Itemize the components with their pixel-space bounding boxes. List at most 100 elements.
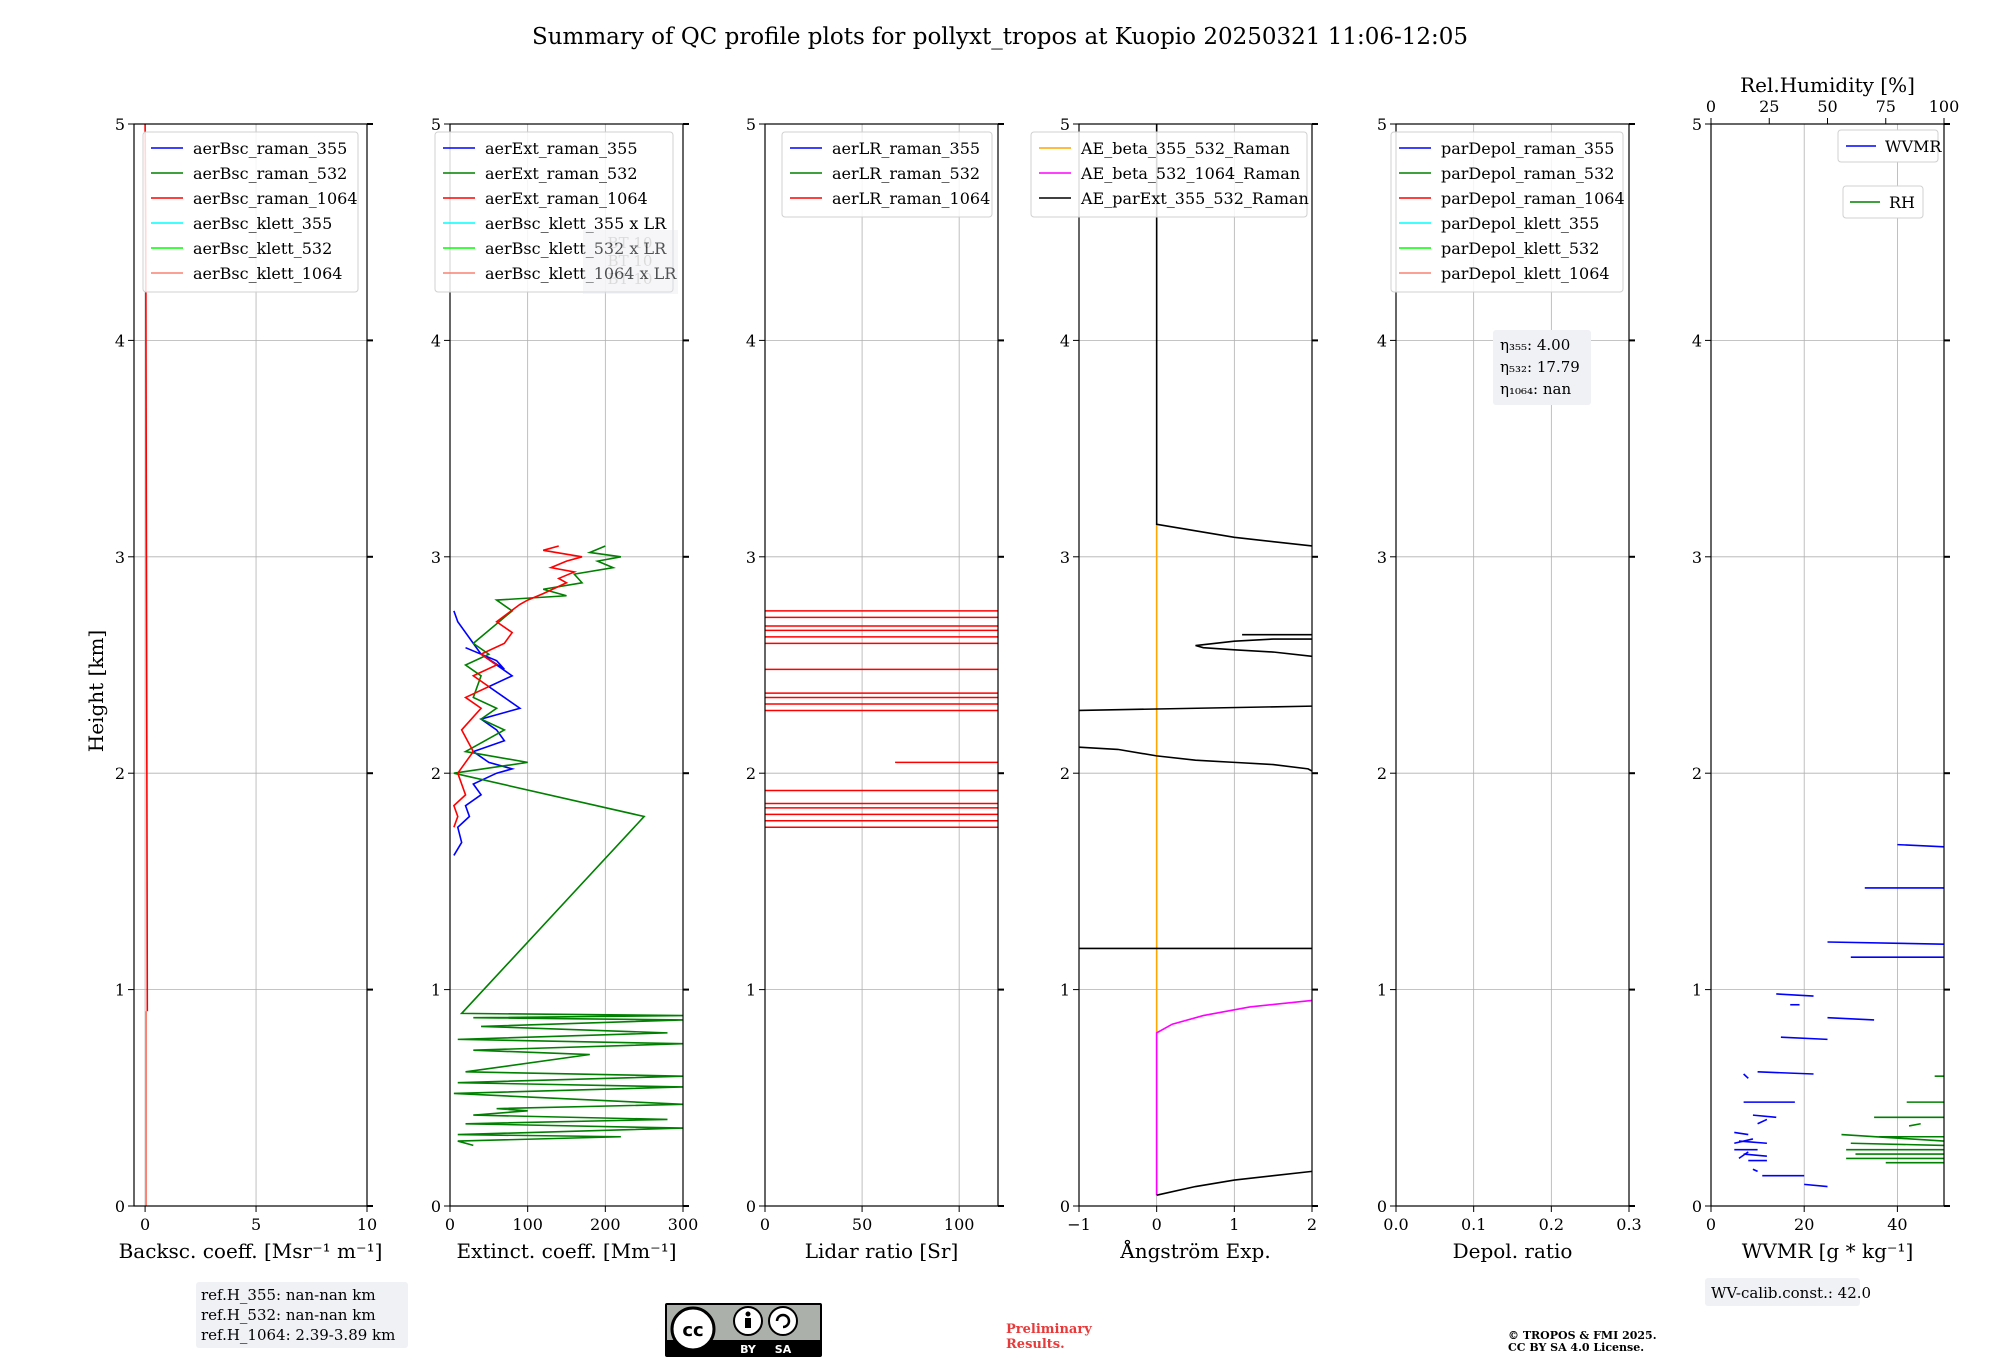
x-tick-label: 0 [1706, 1215, 1716, 1234]
y-tick-label: 3 [1060, 548, 1070, 567]
legend-box [1837, 129, 1939, 163]
preliminary-label-1: Preliminary [1006, 1322, 1092, 1337]
top-tick-label: 100 [1929, 97, 1960, 116]
y-tick-label: 3 [1377, 548, 1387, 567]
eta-1064: η₁₀₆₄: nan [1500, 380, 1571, 398]
wvmr-segment [1827, 941, 1945, 945]
y-tick-label: 0 [1060, 1197, 1070, 1216]
top-tick-label: 0 [1706, 97, 1716, 116]
wvmr-segment [1757, 1071, 1814, 1075]
y-axis-label: Height [km] [84, 630, 108, 752]
cc-by-sa-icon: cc BY SA [665, 1303, 822, 1357]
legend: WVMR RH [1837, 129, 1942, 219]
series-line [1156, 1170, 1313, 1196]
legend-entry: parDepol_raman_532 [1441, 164, 1614, 183]
cc-sa-label: SA [775, 1343, 792, 1356]
legend-entry: parDepol_raman_1064 [1441, 189, 1625, 208]
wvmr-segment [1743, 1073, 1749, 1079]
y-tick-label: 1 [746, 981, 756, 1000]
legend-entry: aerBsc_raman_1064 [193, 189, 358, 208]
x-tick-label: 2 [1307, 1215, 1317, 1234]
x-tick-label: 0.1 [1461, 1215, 1486, 1234]
legend: aerBsc_raman_355 aerBsc_raman_532 aerBsc_r… [142, 131, 359, 293]
wvmr-segment [1757, 1118, 1768, 1125]
legend-box [1842, 185, 1924, 219]
series-line [453, 545, 684, 1147]
wvmr-segment [1752, 1168, 1758, 1173]
series-line [1078, 746, 1313, 772]
y-tick-label: 1 [115, 981, 125, 1000]
legend-entry: aerLR_raman_355 [832, 139, 980, 158]
legend-entry: parDepol_klett_1064 [1441, 264, 1610, 283]
refH-532: ref.H_532: nan-nan km [201, 1306, 376, 1324]
y-tick-label: 2 [746, 764, 756, 783]
legend-entry: aerBsc_raman_532 [193, 164, 347, 183]
copyright-line-1: © TROPOS & FMI 2025. [1508, 1329, 1657, 1342]
x-axis-label: Ångström Exp. [1119, 1238, 1270, 1263]
x-tick-label: 40 [1887, 1215, 1907, 1234]
faded-line: BT 10 [608, 234, 653, 252]
rh-segment [1850, 1142, 1945, 1147]
legend-entry: AE_beta_355_532_Raman [1080, 139, 1290, 158]
x-tick-label: 300 [668, 1215, 699, 1234]
y-tick-label: 4 [431, 331, 441, 350]
x-tick-label: 10 [357, 1215, 377, 1234]
x-tick-label: 20 [1794, 1215, 1814, 1234]
legend-entry: aerBsc_klett_532 [193, 239, 332, 258]
x-tick-label: 0.3 [1616, 1215, 1641, 1234]
y-tick-label: 5 [115, 115, 125, 134]
y-tick-label: 0 [1692, 1197, 1702, 1216]
y-tick-label: 2 [431, 764, 441, 783]
y-tick-label: 1 [1377, 981, 1387, 1000]
cc-by-label: BY [740, 1343, 757, 1356]
y-tick-label: 0 [431, 1197, 441, 1216]
legend-entry: RH [1889, 193, 1915, 212]
series-line [1195, 638, 1313, 658]
y-tick-label: 5 [1377, 115, 1387, 134]
x-axis-label: Backsc. coeff. [Msr⁻¹ m⁻¹] [119, 1239, 383, 1263]
x-axis-label: Extinct. coeff. [Mm⁻¹] [456, 1239, 676, 1263]
axes-frame [1710, 123, 1945, 1207]
y-tick-label: 2 [1060, 764, 1070, 783]
copyright-line-2: CC BY SA 4.0 License. [1508, 1341, 1644, 1354]
legend-entry: aerBsc_klett_532 x LR [485, 239, 667, 258]
x-axis-label: Lidar ratio [Sr] [805, 1239, 959, 1263]
y-tick-label: 5 [1060, 115, 1070, 134]
legend-entry: AE_beta_532_1064_Raman [1080, 164, 1300, 183]
legend: parDepol_raman_355 parDepol_raman_532 parD… [1390, 131, 1625, 293]
y-tick-label: 2 [1692, 764, 1702, 783]
y-tick-label: 5 [1692, 115, 1702, 134]
axes-frame [449, 123, 684, 1207]
legend: aerLR_raman_355 aerLR_raman_532 aerLR_rama… [781, 131, 993, 218]
legend-entry: aerExt_raman_1064 [485, 189, 648, 208]
wvmr-segment [1776, 993, 1814, 997]
top-axis-label: Rel.Humidity [%] [1740, 73, 1915, 97]
axes-frame [133, 123, 368, 1207]
legend-entry: aerLR_raman_1064 [832, 189, 990, 208]
wvmr-segment [1734, 1138, 1754, 1145]
legend-box [434, 131, 674, 293]
wvmr-segment [1804, 1183, 1828, 1188]
legend: AE_beta_355_532_Raman AE_beta_532_1064_Ra… [1030, 131, 1309, 218]
series-line [452, 545, 583, 828]
legend-box [142, 131, 359, 293]
legend-entry: aerExt_raman_355 [485, 139, 638, 158]
y-tick-label: 3 [746, 548, 756, 567]
legend-box [781, 131, 993, 218]
y-tick-label: 1 [1692, 981, 1702, 1000]
extinct-faded-annotation: BT 10 BT 10 BT 10 [583, 230, 678, 294]
y-tick-label: 4 [1377, 331, 1387, 350]
panel-3: 0 50 100 Lidar ratio [Sr] 0 1 2 3 4 5 aerLR_raman_… [746, 115, 1004, 1263]
wv-calib-const: WV-calib.const.: 42.0 [1711, 1284, 1871, 1302]
x-tick-label: 1 [1229, 1215, 1239, 1234]
figure-title: Summary of QC profile plots for pollyxt_… [532, 24, 1468, 50]
legend-entry: aerLR_raman_532 [832, 164, 980, 183]
panel-1: 0 5 10 Backsc. coeff. [Msr⁻¹ m⁻¹] 0 1 2 3 4 5 aerB… [115, 115, 383, 1263]
axes-frame [1395, 123, 1630, 1207]
refH-355: ref.H_355: nan-nan km [201, 1286, 376, 1304]
top-tick-label: 25 [1759, 97, 1779, 116]
x-tick-label: −1 [1067, 1215, 1091, 1234]
legend-entry: WVMR [1885, 137, 1942, 156]
